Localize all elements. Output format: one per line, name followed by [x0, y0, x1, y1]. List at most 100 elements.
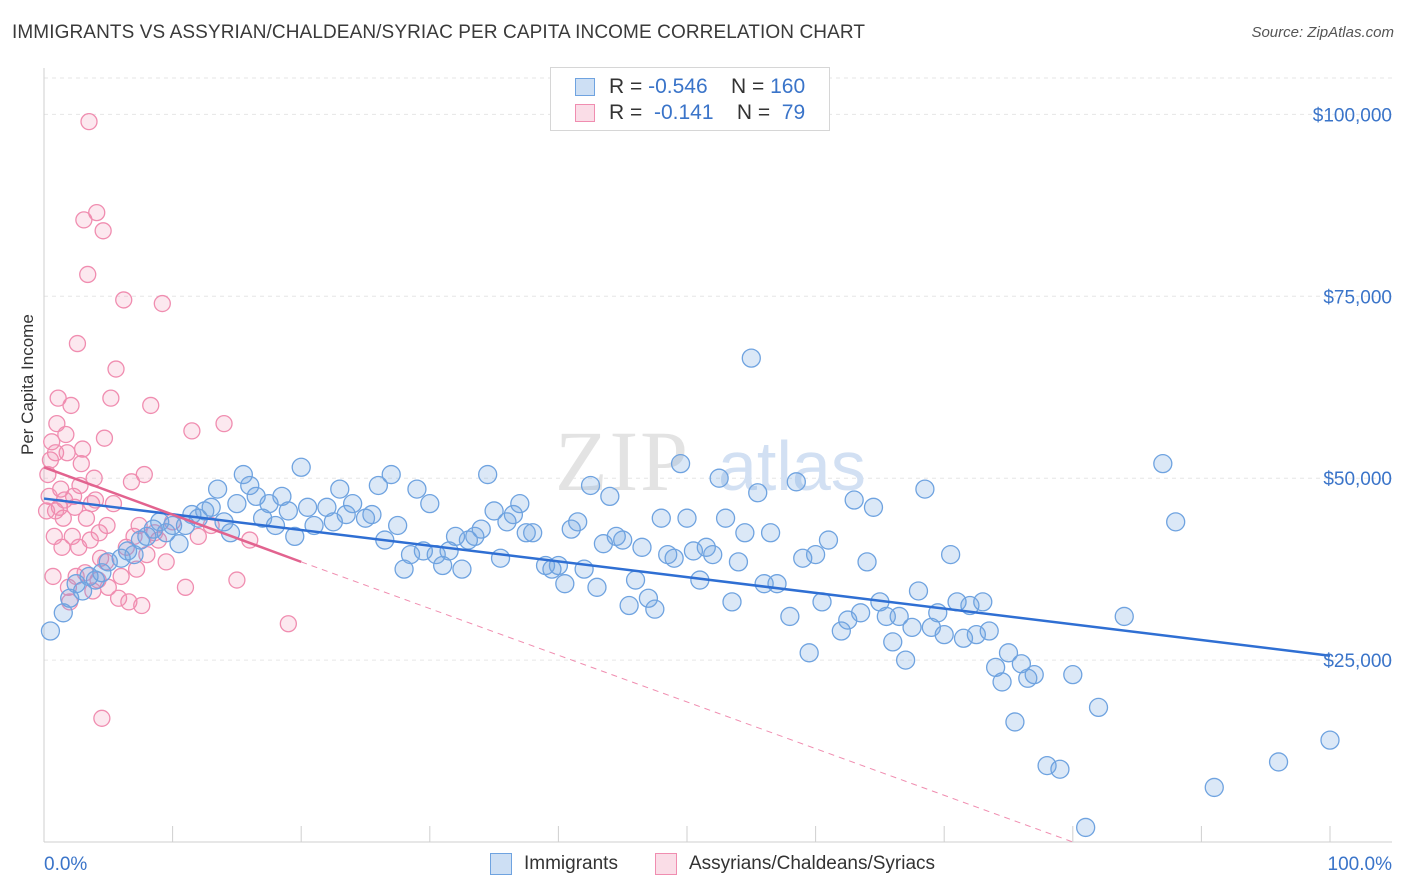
immigrants-point	[805, 544, 826, 565]
immigrants-point	[452, 559, 472, 579]
assyrians-point	[107, 360, 125, 378]
bottom-legend-swatch-assyrians	[655, 853, 677, 875]
immigrants-point	[85, 570, 106, 590]
immigrants-point	[137, 526, 157, 547]
immigrants-point	[407, 479, 427, 499]
chart-title: IMMIGRANTS VS ASSYRIAN/CHALDEAN/SYRIAC P…	[12, 22, 866, 43]
y-tick-label: $50,000	[1323, 469, 1392, 490]
immigrants-point	[278, 501, 298, 521]
immigrants-point	[850, 603, 871, 623]
assyrians-point	[52, 480, 70, 498]
assyrians-point	[88, 203, 106, 222]
assyrians-point	[115, 291, 133, 309]
assyrians-point	[80, 113, 98, 131]
assyrians-point	[63, 527, 81, 546]
assyrians-point	[44, 567, 62, 586]
immigrants-point	[728, 552, 749, 572]
immigrants-point	[1024, 664, 1044, 685]
assyrians-point	[57, 425, 75, 444]
assyrians-point	[120, 593, 138, 611]
immigrants-point	[638, 588, 659, 608]
assyrians-point	[157, 553, 175, 571]
tick-labels: $25,000 $50,000 $75,000 $100,000 0.0% 100.0%	[44, 105, 1392, 875]
immigrants-point	[336, 504, 356, 525]
y-tick-label: $75,000	[1323, 287, 1392, 308]
legend-r-value: -0.141	[653, 101, 714, 124]
immigrants-point	[613, 530, 633, 550]
immigrants-point	[741, 348, 761, 368]
immigrants-point	[1268, 752, 1289, 772]
immigrants-point	[799, 643, 819, 663]
immigrants-point	[934, 624, 954, 645]
immigrants-point	[169, 534, 189, 554]
assyrians-point	[176, 578, 195, 596]
immigrants-point	[381, 464, 401, 485]
immigrants-point	[844, 490, 864, 510]
immigrants-point	[510, 494, 530, 514]
immigrants-point	[497, 512, 517, 532]
y-tick-label: $100,000	[1313, 105, 1392, 126]
watermark-atlas: atlas	[718, 427, 866, 505]
assyrians-point	[279, 615, 297, 633]
assyrians-point	[149, 531, 168, 549]
immigrants-point	[1204, 777, 1224, 798]
series-assyrians-points	[37, 113, 297, 727]
immigrants-point	[580, 475, 601, 496]
immigrants-point	[1063, 664, 1083, 685]
bottom-legend-swatch-immigrants	[490, 853, 512, 875]
immigrants-point	[503, 504, 524, 525]
immigrants-point	[207, 479, 228, 499]
trend-line-assyrians-dashed	[301, 561, 1073, 843]
immigrants-point	[857, 552, 877, 572]
immigrants-point	[420, 494, 440, 514]
assyrians-point	[68, 334, 87, 353]
immigrants-point	[1076, 817, 1096, 838]
immigrants-point	[362, 504, 382, 525]
immigrants-point	[201, 497, 221, 517]
immigrants-point	[895, 650, 916, 670]
legend-n-value: 79	[781, 101, 806, 124]
immigrants-point	[632, 537, 652, 557]
immigrants-point	[240, 475, 260, 496]
gridlines	[44, 77, 1392, 661]
assyrians-point	[135, 465, 153, 484]
assyrians-point	[81, 531, 99, 549]
immigrants-point	[818, 530, 839, 550]
immigrants-point	[670, 453, 691, 474]
assyrians-point	[79, 265, 97, 284]
immigrants-point	[940, 544, 961, 565]
assyrians-point	[72, 454, 90, 473]
immigrants-point	[285, 526, 305, 547]
legend-swatch-assyrians	[575, 104, 595, 122]
assyrians-point	[130, 516, 148, 535]
assyrians-point	[102, 389, 120, 407]
immigrants-point	[1153, 453, 1173, 474]
immigrants-point	[1005, 712, 1025, 732]
immigrants-point	[677, 508, 697, 528]
immigrants-point	[902, 617, 922, 638]
legend-r-label: R =	[609, 101, 649, 124]
immigrants-point	[786, 472, 806, 492]
immigrants-point	[1166, 512, 1186, 532]
immigrants-point	[863, 497, 884, 517]
legend-r-value: -0.546	[648, 75, 708, 98]
x-tick-label: 0.0%	[44, 854, 87, 875]
immigrants-point	[915, 479, 935, 499]
immigrants-point	[555, 574, 575, 594]
immigrants-point	[1114, 606, 1134, 627]
assyrians-point	[98, 516, 116, 535]
assyrians-point	[77, 509, 96, 527]
immigrants-point	[368, 475, 389, 496]
assyrians-point	[46, 502, 65, 520]
source-label: Source: ZipAtlas.com	[1251, 24, 1394, 41]
immigrants-point	[908, 581, 929, 601]
assyrians-point	[37, 502, 56, 520]
immigrants-point	[568, 512, 588, 532]
immigrants-point	[92, 563, 112, 583]
assyrians-point	[95, 429, 114, 447]
legend-swatch-immigrants	[575, 78, 595, 96]
immigrants-point	[342, 494, 363, 514]
trend-line-immigrants	[43, 497, 1331, 657]
immigrants-point	[651, 508, 671, 528]
immigrants-point	[330, 479, 350, 499]
